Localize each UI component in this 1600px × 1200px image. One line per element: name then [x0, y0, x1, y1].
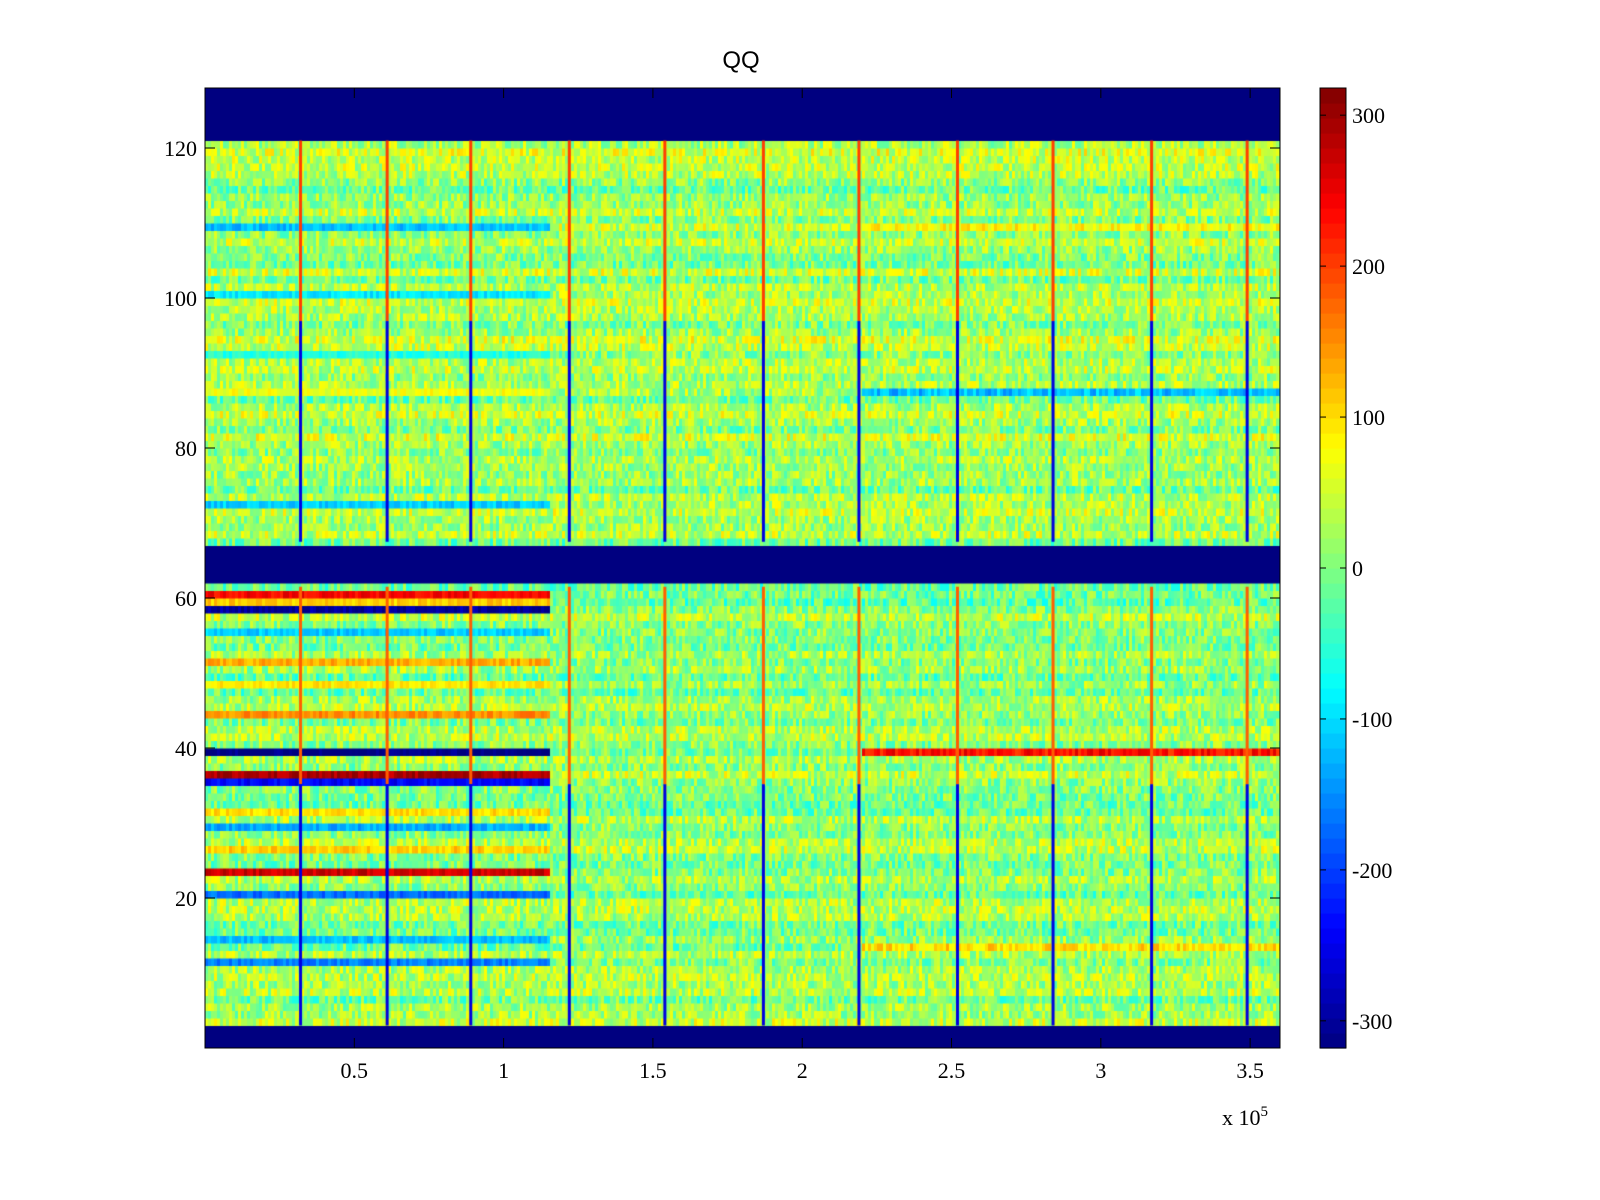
plot-area [204, 87, 1281, 1049]
colorbar-swatch [1320, 583, 1346, 599]
colorbar-swatch [1320, 778, 1346, 794]
colorbar-tick-label: 200 [1352, 254, 1385, 279]
y-tick-label: 60 [175, 586, 197, 611]
colorbar-swatch [1320, 613, 1346, 629]
colorbar-swatch [1320, 913, 1346, 929]
heatmap-raster [205, 88, 1280, 1048]
colorbar-swatch [1320, 208, 1346, 224]
colorbar-swatch [1320, 598, 1346, 614]
colorbar-swatch [1320, 1003, 1346, 1019]
colorbar-swatch [1320, 838, 1346, 854]
colorbar-swatch [1320, 748, 1346, 764]
colorbar-swatch [1320, 508, 1346, 524]
x-tick-label: 3 [1095, 1058, 1106, 1083]
x-tick-label: 2.5 [938, 1058, 966, 1083]
x-multiplier-label: x 105 [1222, 1104, 1268, 1130]
colorbar-tick-label: -300 [1352, 1009, 1392, 1034]
colorbar-swatch [1320, 883, 1346, 899]
colorbar-swatch [1320, 193, 1346, 209]
y-axis: 20 40 60 80 100 120 [164, 136, 1280, 911]
colorbar-swatch [1320, 628, 1346, 644]
colorbar-swatch [1320, 103, 1346, 119]
colorbar-swatch [1320, 463, 1346, 479]
colorbar-swatch [1320, 973, 1346, 989]
colorbar-swatch [1320, 688, 1346, 704]
colorbar-swatch [1320, 1018, 1346, 1034]
colorbar-swatch [1320, 853, 1346, 869]
colorbar-swatch [1320, 928, 1346, 944]
x-tick-label: 2 [797, 1058, 808, 1083]
x-tick-label: 0.5 [341, 1058, 369, 1083]
colorbar-swatch [1320, 673, 1346, 689]
colorbar-swatch [1320, 133, 1346, 149]
colorbar-swatch [1320, 793, 1346, 809]
colorbar-tick-label: 100 [1352, 405, 1385, 430]
colorbar-swatch [1320, 718, 1346, 734]
y-tick-label: 100 [164, 286, 197, 311]
colorbar-swatch [1320, 523, 1346, 539]
colorbar-swatch [1320, 763, 1346, 779]
x-tick-label: 3.5 [1236, 1058, 1264, 1083]
colorbar-swatch [1320, 418, 1346, 434]
y-tick-label: 40 [175, 736, 197, 761]
colorbar-tick-label: 0 [1352, 556, 1363, 581]
colorbar-swatch [1320, 733, 1346, 749]
colorbar-tick-label: -100 [1352, 707, 1392, 732]
chart-title: QQ [722, 47, 759, 74]
colorbar-tick-label: -200 [1352, 858, 1392, 883]
colorbar: 300 200 100 0 -100 -200 -300 [1319, 87, 1392, 1049]
colorbar-swatch [1320, 118, 1346, 134]
y-tick-label: 20 [175, 886, 197, 911]
colorbar-swatch [1320, 268, 1346, 284]
colorbar-swatch [1320, 958, 1346, 974]
colorbar-swatch [1320, 703, 1346, 719]
colorbar-swatch [1320, 808, 1346, 824]
colorbar-swatch [1320, 343, 1346, 359]
colorbar-swatch [1320, 868, 1346, 884]
colorbar-swatch [1320, 448, 1346, 464]
x-tick-label: 1.5 [639, 1058, 667, 1083]
colorbar-swatch [1320, 433, 1346, 449]
colorbar-swatch [1320, 478, 1346, 494]
colorbar-swatch [1320, 643, 1346, 659]
colorbar-swatch [1320, 283, 1346, 299]
colorbar-swatch [1320, 553, 1346, 569]
colorbar-swatch [1320, 493, 1346, 509]
colorbar-swatch [1320, 943, 1346, 959]
colorbar-swatch [1320, 313, 1346, 329]
colorbar-tick-label: 300 [1352, 103, 1385, 128]
colorbar-swatch [1320, 163, 1346, 179]
colorbar-swatch [1320, 298, 1346, 314]
y-tick-label: 80 [175, 436, 197, 461]
colorbar-swatch [1320, 403, 1346, 419]
colorbar-swatch [1320, 568, 1346, 584]
colorbar-swatch [1320, 328, 1346, 344]
colorbar-swatch [1320, 223, 1346, 239]
colorbar-swatch [1320, 358, 1346, 374]
x-multiplier-base: x 10 [1222, 1105, 1261, 1130]
colorbar-swatch [1320, 388, 1346, 404]
y-tick-label: 120 [164, 136, 197, 161]
colorbar-swatch [1320, 148, 1346, 164]
x-multiplier-exponent: 5 [1261, 1104, 1269, 1120]
plot-frame [204, 87, 1281, 1049]
x-tick-label: 1 [498, 1058, 509, 1083]
colorbar-swatch [1320, 823, 1346, 839]
colorbar-swatch [1320, 88, 1346, 104]
colorbar-swatch [1320, 1033, 1346, 1049]
colorbar-swatch [1320, 238, 1346, 254]
colorbar-swatch [1320, 988, 1346, 1004]
colorbar-swatch [1320, 538, 1346, 554]
x-axis: 0.5 1 1.5 2 2.5 3 3.5 [341, 88, 1264, 1083]
colorbar-swatch [1320, 373, 1346, 389]
colorbar-swatch [1320, 253, 1346, 269]
colorbar-swatch [1320, 178, 1346, 194]
colorbar-swatch [1320, 898, 1346, 914]
colorbar-swatch [1320, 658, 1346, 674]
